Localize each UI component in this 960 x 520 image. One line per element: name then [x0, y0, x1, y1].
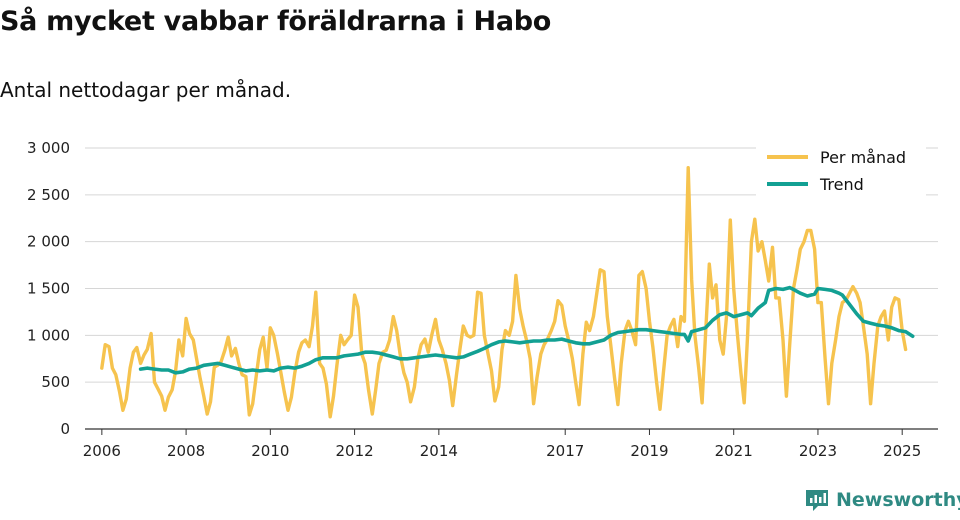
- grid: 0 500 1 000 1 500 2 000 2 500 3 000: [27, 139, 938, 438]
- x-tick-label: 2021: [715, 442, 753, 460]
- x-tick-label: 2012: [335, 442, 373, 460]
- newsworthy-logo-icon: [806, 490, 828, 511]
- newsworthy-logo-text: Newsworthy: [836, 489, 960, 511]
- legend-background: [756, 143, 926, 199]
- x-tick-label: 2019: [630, 442, 668, 460]
- x-tick-label: 2008: [167, 442, 205, 460]
- y-tick-label: 0: [60, 420, 70, 438]
- x-tick-label: 2006: [83, 442, 121, 460]
- series-lines: [100, 166, 915, 419]
- newsworthy-logo: Newsworthy: [804, 488, 960, 512]
- y-tick-label: 1 500: [27, 280, 70, 298]
- page-title: Så mycket vabbar föräldrarna i Habo: [0, 6, 552, 37]
- y-tick-label: 2 000: [27, 233, 70, 251]
- x-tick-label: 2025: [883, 442, 921, 460]
- x-tick-label: 2023: [799, 442, 837, 460]
- y-tick-label: 3 000: [27, 139, 70, 157]
- y-tick-label: 2 500: [27, 186, 70, 204]
- legend-label: Trend: [819, 175, 864, 194]
- legend: Per månad Trend: [756, 143, 926, 199]
- y-tick-label: 1 000: [27, 326, 70, 344]
- y-tick-label: 500: [41, 373, 70, 391]
- legend-label: Per månad: [820, 148, 906, 167]
- page-subtitle: Antal nettodagar per månad.: [0, 78, 292, 102]
- series-line-per-manad: [100, 166, 908, 419]
- series-line-trend: [138, 285, 915, 375]
- x-tick-label: 2010: [251, 442, 289, 460]
- x-tick-label: 2017: [546, 442, 584, 460]
- x-tick-label: 2014: [420, 442, 458, 460]
- x-axis: 2006 2008 2010 2012 2014 2017 2019 2021 2023 2025: [83, 428, 938, 460]
